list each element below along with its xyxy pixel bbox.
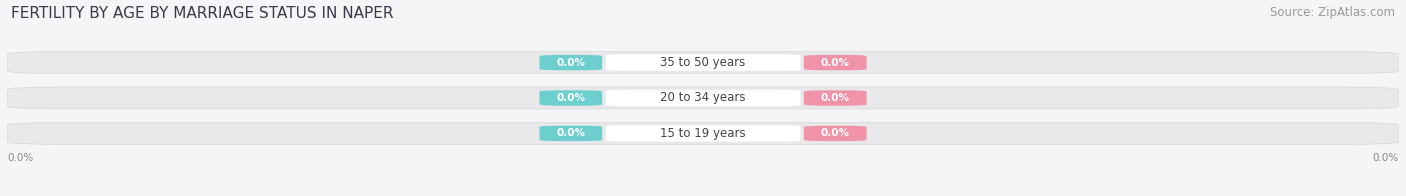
- FancyBboxPatch shape: [540, 90, 602, 106]
- Legend: Married, Unmarried: Married, Unmarried: [621, 193, 785, 196]
- Text: 0.0%: 0.0%: [557, 128, 585, 138]
- FancyBboxPatch shape: [540, 126, 602, 141]
- FancyBboxPatch shape: [606, 125, 800, 142]
- Text: 0.0%: 0.0%: [821, 58, 849, 68]
- FancyBboxPatch shape: [7, 87, 1399, 109]
- Text: 0.0%: 0.0%: [1372, 152, 1399, 162]
- FancyBboxPatch shape: [804, 126, 866, 141]
- Text: 20 to 34 years: 20 to 34 years: [661, 92, 745, 104]
- FancyBboxPatch shape: [7, 52, 1399, 74]
- FancyBboxPatch shape: [606, 54, 800, 71]
- Text: 0.0%: 0.0%: [821, 93, 849, 103]
- Text: 0.0%: 0.0%: [557, 58, 585, 68]
- FancyBboxPatch shape: [606, 90, 800, 106]
- FancyBboxPatch shape: [804, 90, 866, 106]
- FancyBboxPatch shape: [7, 122, 1399, 144]
- Text: FERTILITY BY AGE BY MARRIAGE STATUS IN NAPER: FERTILITY BY AGE BY MARRIAGE STATUS IN N…: [11, 6, 394, 21]
- Text: Source: ZipAtlas.com: Source: ZipAtlas.com: [1270, 6, 1395, 19]
- Text: 0.0%: 0.0%: [7, 152, 34, 162]
- FancyBboxPatch shape: [804, 55, 866, 70]
- FancyBboxPatch shape: [540, 55, 602, 70]
- Text: 0.0%: 0.0%: [557, 93, 585, 103]
- Text: 35 to 50 years: 35 to 50 years: [661, 56, 745, 69]
- Text: 0.0%: 0.0%: [821, 128, 849, 138]
- Text: 15 to 19 years: 15 to 19 years: [661, 127, 745, 140]
